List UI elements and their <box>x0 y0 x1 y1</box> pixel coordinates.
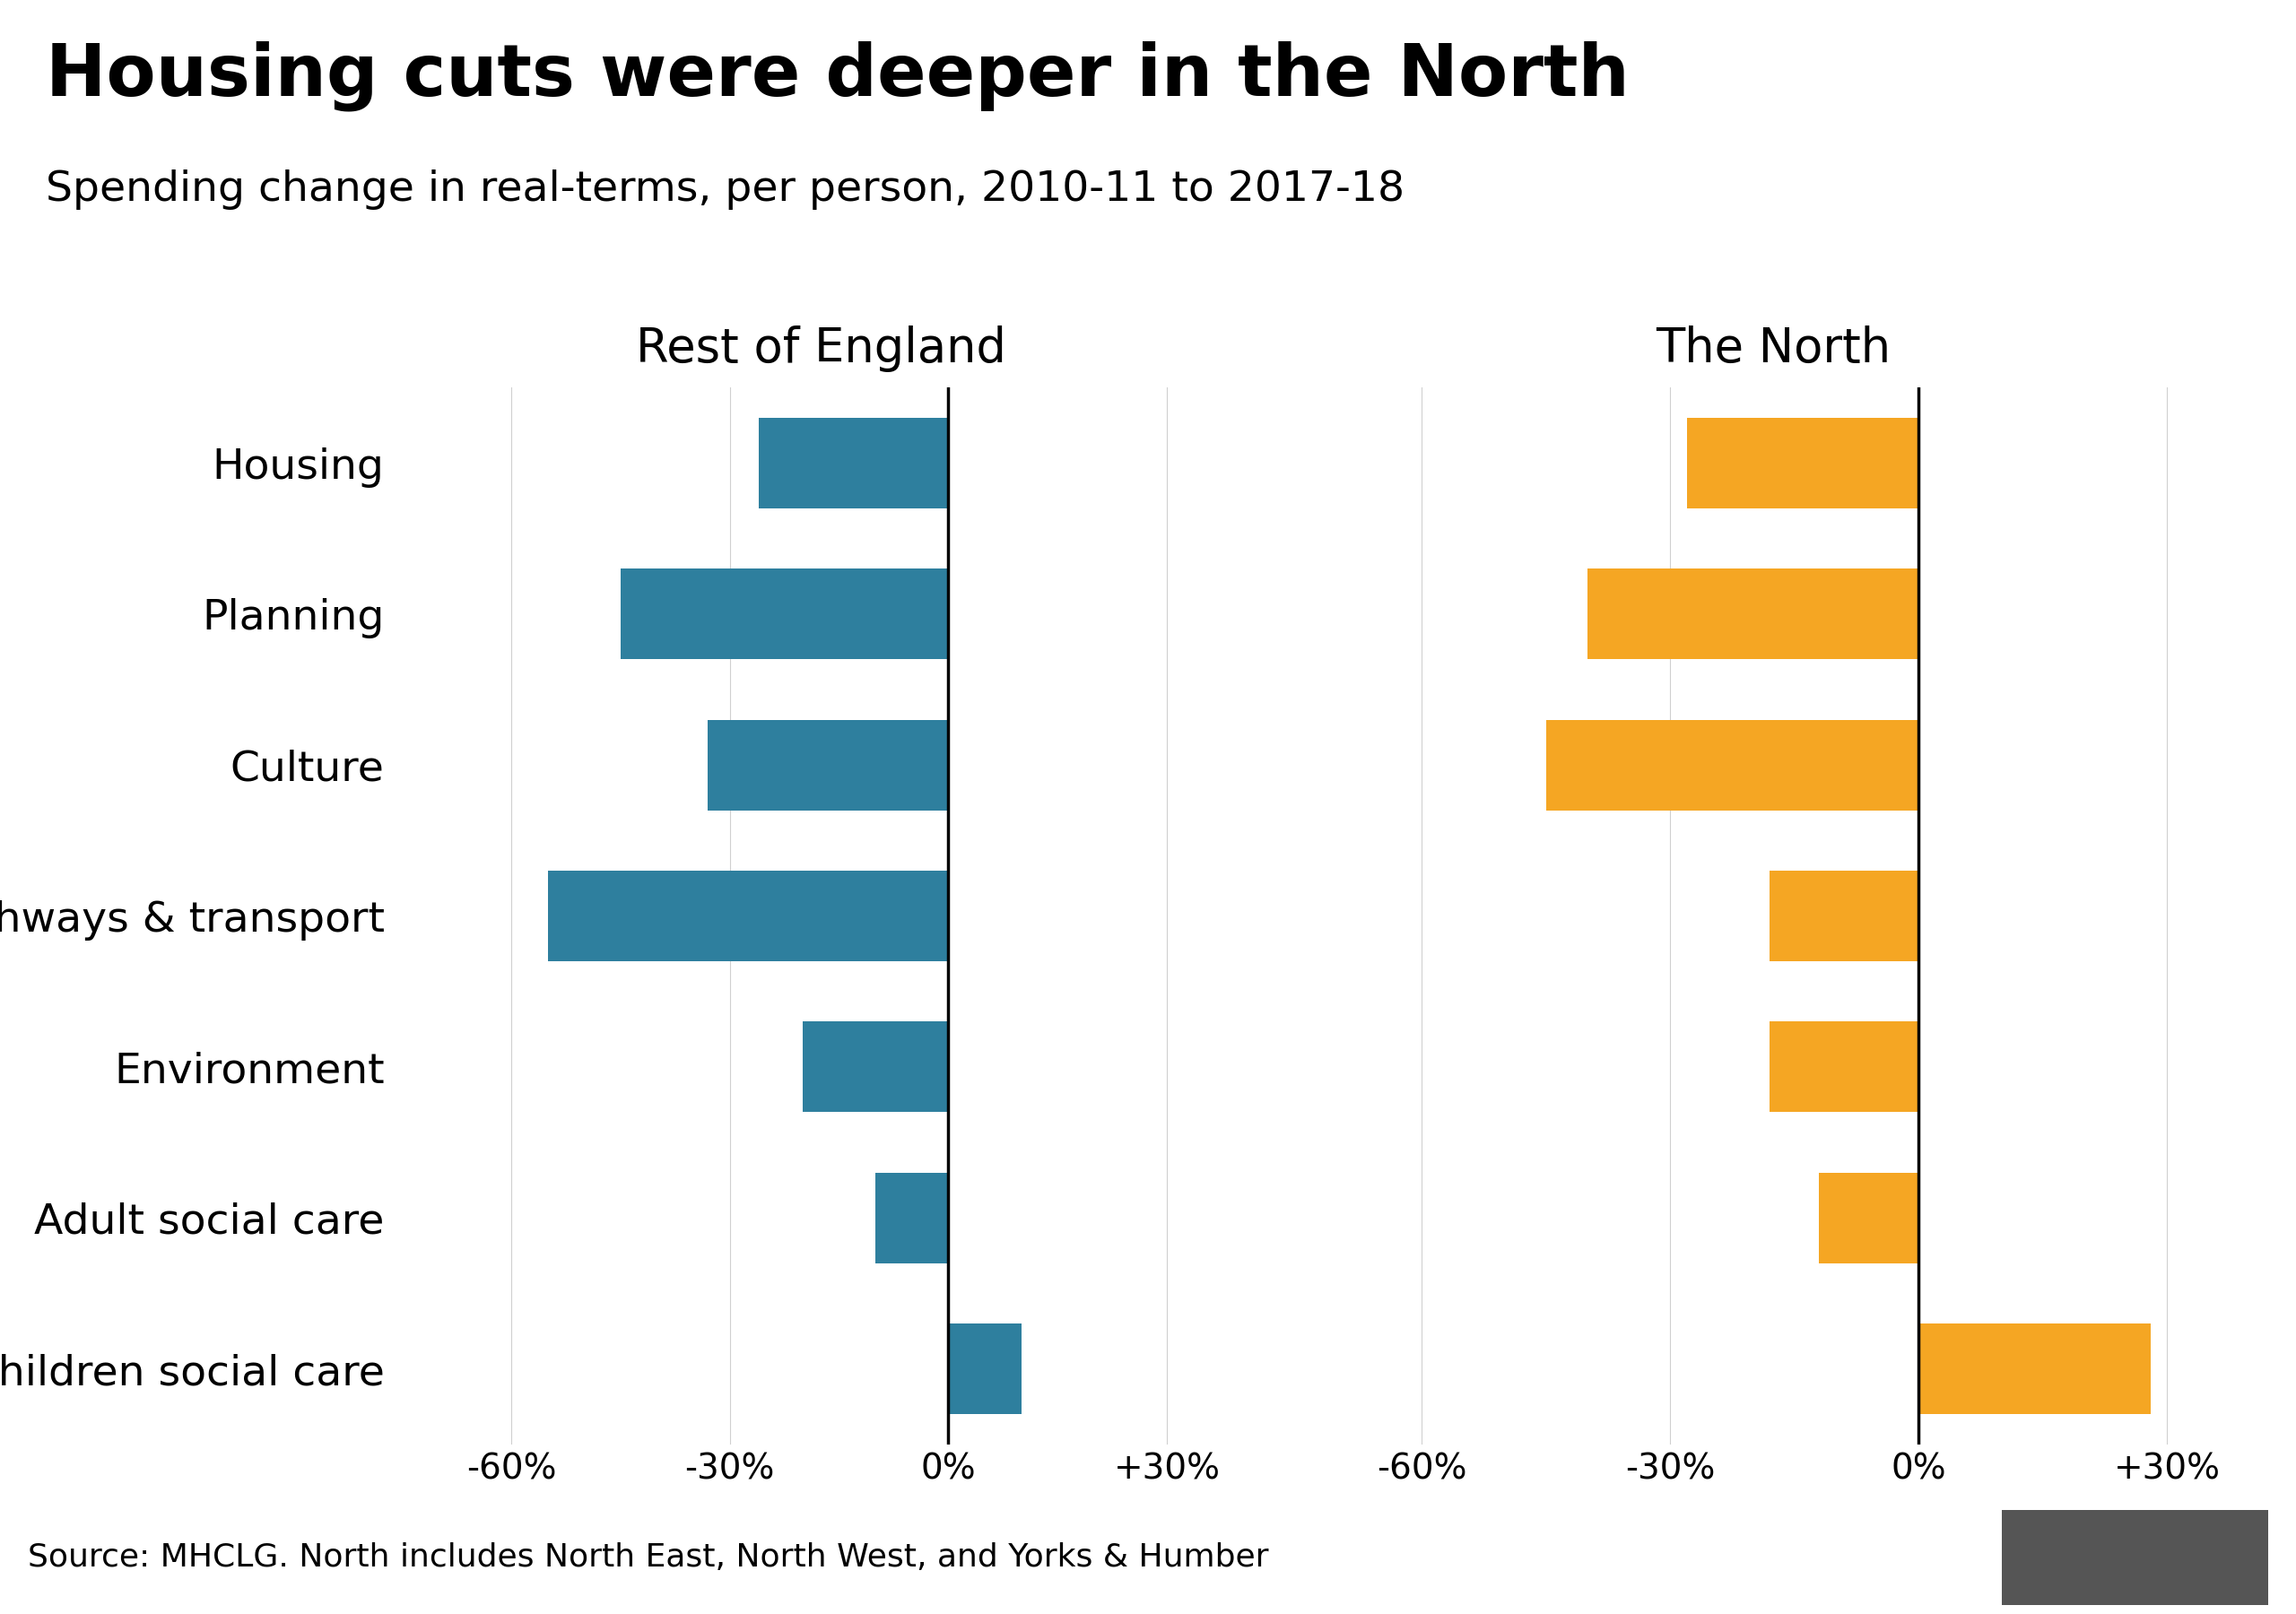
Bar <box>1770 1022 1919 1112</box>
Bar <box>948 1323 1022 1414</box>
Bar <box>1688 418 1919 508</box>
Text: Source: MHCLG. North includes North East, North West, and Yorks & Humber: Source: MHCLG. North includes North East… <box>28 1543 1267 1572</box>
Bar <box>875 1173 948 1264</box>
Text: Housing cuts were deeper in the North: Housing cuts were deeper in the North <box>46 40 1630 111</box>
Bar <box>1770 870 1919 962</box>
Bar <box>804 1022 948 1112</box>
Bar <box>1919 1323 2151 1414</box>
Bar <box>760 418 948 508</box>
Bar <box>620 568 948 659</box>
Text: BBC: BBC <box>2087 1537 2183 1578</box>
Bar <box>1587 568 1919 659</box>
Text: Spending change in real-terms, per person, 2010-11 to 2017-18: Spending change in real-terms, per perso… <box>46 169 1405 210</box>
Title: Rest of England: Rest of England <box>636 326 1006 373</box>
Bar <box>1818 1173 1919 1264</box>
Title: The North: The North <box>1655 326 1892 373</box>
Bar <box>546 870 948 962</box>
FancyBboxPatch shape <box>2002 1511 2268 1604</box>
Bar <box>707 720 948 810</box>
Bar <box>1545 720 1919 810</box>
